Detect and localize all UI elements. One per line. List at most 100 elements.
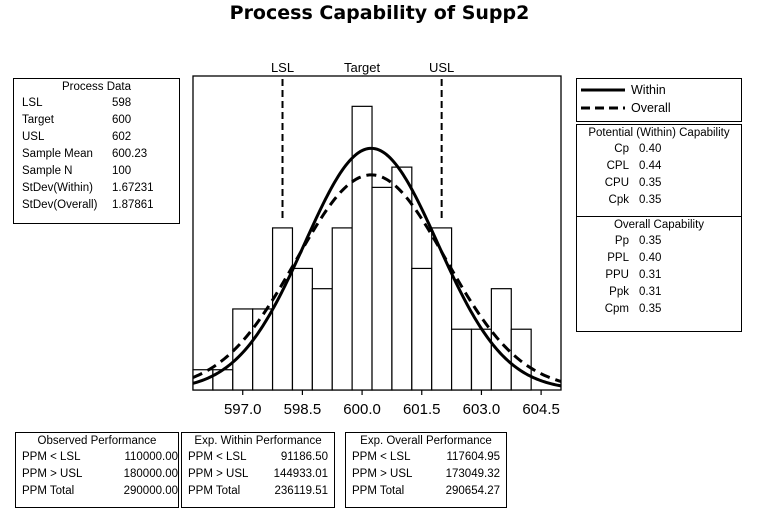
- process-data-row: StDev(Within) 1.67231: [14, 179, 179, 196]
- row-label: PPM Total: [352, 484, 405, 497]
- performance-row: PPM Total 290000.00: [16, 482, 178, 499]
- capability-row: Pp 0.35: [577, 232, 741, 249]
- capability-row: CPL 0.44: [577, 157, 741, 174]
- process-data-row: Sample Mean 600.23: [14, 145, 179, 162]
- process-data-row: Target 600: [14, 111, 179, 128]
- row-value: 0.31: [639, 285, 662, 298]
- row-label: Sample Mean: [22, 147, 93, 160]
- capability-row: PPL 0.40: [577, 249, 741, 266]
- process-data-row: USL 602: [14, 128, 179, 145]
- row-value: 100: [112, 164, 132, 177]
- row-label: Cpm: [604, 302, 629, 315]
- solid-line-swatch: [581, 88, 625, 92]
- row-value: 1.87861: [112, 198, 154, 211]
- process-data-row: StDev(Overall) 1.87861: [14, 196, 179, 213]
- histogram-bar: [311, 288, 333, 391]
- histogram-bar: [490, 288, 512, 391]
- row-value: 598: [112, 96, 132, 109]
- potential-capability-box: Potential (Within) Capability Cp 0.40 CPL…: [576, 124, 742, 218]
- process-data-header: Process Data: [61, 81, 132, 93]
- capability-row: Cp 0.40: [577, 140, 741, 157]
- row-label: PPM > USL: [188, 467, 249, 480]
- x-tick-label: 597.0: [224, 401, 262, 418]
- overall-capability-header: Overall Capability: [613, 219, 705, 231]
- x-tick-label: 601.5: [403, 401, 441, 418]
- row-value: 600.23: [112, 147, 148, 160]
- x-tick-label: 598.5: [284, 401, 322, 418]
- observed-performance-box: Observed Performance PPM < LSL 110000.00 …: [15, 432, 179, 508]
- capability-row: Cpm 0.35: [577, 300, 741, 317]
- histogram-bar: [331, 227, 353, 391]
- row-label: USL: [22, 130, 45, 143]
- histogram-bar: [252, 308, 274, 391]
- row-value: 0.35: [639, 193, 662, 206]
- performance-row: PPM < LSL 117604.95: [346, 448, 506, 465]
- row-value: 0.35: [639, 176, 662, 189]
- row-label: PPM Total: [188, 484, 241, 497]
- histogram-bar: [291, 267, 313, 391]
- row-value: 0.40: [639, 251, 662, 264]
- row-value: 236119.51: [274, 484, 328, 497]
- row-value: 91186.50: [280, 450, 328, 463]
- row-label: Cp: [614, 142, 629, 155]
- row-label: PPM Total: [22, 484, 75, 497]
- row-value: 290000.00: [123, 484, 178, 497]
- capability-row: PPU 0.31: [577, 266, 741, 283]
- histogram-bar: [411, 267, 433, 391]
- row-label: Ppk: [609, 285, 629, 298]
- performance-row: PPM > USL 173049.32: [346, 465, 506, 482]
- row-value: 0.35: [639, 234, 662, 247]
- exp-within-performance-box: Exp. Within Performance PPM < LSL 91186.5…: [181, 432, 335, 508]
- legend-label-within: Within: [631, 83, 666, 97]
- histogram-bar: [431, 227, 453, 391]
- observed-performance-header: Observed Performance: [37, 435, 157, 447]
- performance-row: PPM Total 290654.27: [346, 482, 506, 499]
- row-value: 1.67231: [112, 181, 154, 194]
- curve-overall: [192, 173, 562, 383]
- process-data-box: Process Data LSL 598 Target 600 USL 602 Sam…: [13, 78, 180, 224]
- row-label: LSL: [22, 96, 43, 109]
- exp-overall-performance-header: Exp. Overall Performance: [360, 435, 492, 447]
- chart-title: Process Capability of Supp2: [229, 2, 530, 24]
- row-value: 600: [112, 113, 132, 126]
- legend-item-within: Within: [577, 81, 741, 99]
- legend-label-overall: Overall: [631, 101, 671, 115]
- row-label: Cpk: [608, 193, 629, 206]
- row-value: 180000.00: [123, 467, 178, 480]
- x-tick-label: 604.5: [522, 401, 560, 418]
- performance-row: PPM < LSL 110000.00: [16, 448, 178, 465]
- row-value: 0.31: [639, 268, 662, 281]
- row-value: 602: [112, 130, 132, 143]
- row-label: Target: [22, 113, 54, 126]
- row-value: 0.40: [639, 142, 662, 155]
- row-value: 290654.27: [445, 484, 500, 497]
- dashed-line-swatch: [581, 106, 625, 110]
- process-data-row: LSL 598: [14, 94, 179, 111]
- performance-row: PPM Total 236119.51: [182, 482, 334, 499]
- legend: Within Overall: [576, 78, 742, 122]
- exp-within-performance-header: Exp. Within Performance: [194, 435, 322, 447]
- row-value: 173049.32: [445, 467, 500, 480]
- capability-row: Ppk 0.31: [577, 283, 741, 300]
- row-label: CPU: [604, 176, 629, 189]
- row-label: PPU: [605, 268, 629, 281]
- row-label: PPL: [607, 251, 629, 264]
- row-value: 117604.95: [446, 450, 500, 463]
- ref-label-lsl: LSL: [271, 60, 294, 75]
- overall-capability-box: Overall Capability Pp 0.35 PPL 0.40 PPU 0.3…: [576, 216, 742, 332]
- performance-row: PPM > USL 144933.01: [182, 465, 334, 482]
- ref-label-target: Target: [344, 60, 381, 75]
- histogram-bar: [450, 328, 473, 391]
- row-value: 0.35: [639, 302, 662, 315]
- capability-row: CPU 0.35: [577, 174, 741, 191]
- row-label: PPM < LSL: [188, 450, 247, 463]
- histogram-bar: [271, 227, 294, 391]
- performance-row: PPM > USL 180000.00: [16, 465, 178, 482]
- row-label: PPM < LSL: [22, 450, 81, 463]
- potential-capability-header: Potential (Within) Capability: [588, 127, 730, 139]
- legend-item-overall: Overall: [577, 99, 741, 117]
- row-value: 144933.01: [273, 467, 328, 480]
- performance-row: PPM < LSL 91186.50: [182, 448, 334, 465]
- row-label: Sample N: [22, 164, 73, 177]
